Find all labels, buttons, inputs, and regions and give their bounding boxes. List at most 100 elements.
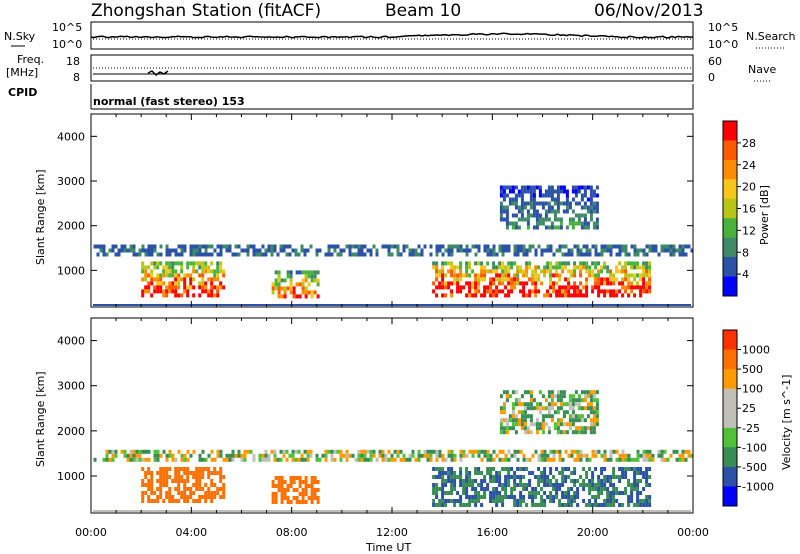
power-cell bbox=[168, 261, 172, 266]
power-cell bbox=[558, 248, 562, 253]
power-cell bbox=[513, 252, 517, 257]
power-cell bbox=[603, 244, 607, 249]
vel-cell bbox=[553, 426, 557, 431]
vel-cell bbox=[474, 491, 478, 495]
vel-cell bbox=[624, 475, 628, 479]
vel-cell bbox=[633, 487, 637, 491]
vel-cell bbox=[159, 475, 163, 479]
vel-cell bbox=[147, 449, 151, 454]
vel-cell bbox=[585, 457, 589, 462]
power-cell bbox=[198, 252, 202, 257]
power-cell bbox=[618, 252, 622, 257]
power-cell bbox=[556, 209, 560, 214]
power-cell bbox=[654, 244, 658, 249]
vel-cell bbox=[592, 398, 596, 403]
vel-cell bbox=[645, 471, 649, 475]
power-cell bbox=[645, 281, 649, 286]
vel-cell bbox=[541, 426, 545, 431]
power-cell bbox=[186, 273, 190, 278]
power-cell bbox=[565, 197, 569, 202]
power-cell bbox=[204, 252, 208, 257]
vel-cell bbox=[471, 483, 475, 487]
power-cell bbox=[159, 244, 163, 249]
vel-cell bbox=[147, 457, 151, 462]
velocity-colorbar-label: Velocity [m s^-1] bbox=[780, 375, 793, 470]
vel-cell bbox=[298, 476, 302, 480]
power-cell bbox=[534, 281, 538, 286]
power-cell bbox=[189, 285, 193, 290]
power-cell bbox=[505, 221, 509, 226]
power-cell bbox=[507, 289, 511, 294]
power-cell bbox=[228, 248, 232, 253]
vel-cell bbox=[471, 453, 475, 458]
power-cell bbox=[108, 248, 112, 253]
vel-cell bbox=[435, 453, 439, 458]
vel-cell bbox=[561, 495, 565, 499]
power-cell bbox=[186, 265, 190, 270]
vel-cell bbox=[520, 410, 524, 415]
vel-cell bbox=[570, 499, 574, 503]
power-cell bbox=[549, 265, 553, 270]
vel-cell bbox=[444, 483, 448, 487]
vel-cell bbox=[141, 483, 145, 487]
vel-cell bbox=[589, 422, 593, 427]
vel-cell bbox=[574, 426, 578, 431]
power-cell bbox=[165, 269, 169, 274]
power-cell bbox=[313, 290, 317, 295]
vel-cell bbox=[165, 491, 169, 495]
vel-cell bbox=[528, 471, 532, 475]
vel-cell bbox=[580, 418, 584, 423]
power-cell bbox=[330, 244, 334, 249]
vel-cell bbox=[289, 484, 293, 488]
vel-cell bbox=[606, 499, 610, 503]
vel-cell bbox=[546, 479, 550, 483]
power-cell bbox=[159, 261, 163, 266]
power-cell bbox=[565, 193, 569, 198]
vel-cell bbox=[507, 475, 511, 479]
power-cell bbox=[456, 285, 460, 290]
vel-cell bbox=[381, 449, 385, 454]
vel-cell bbox=[316, 496, 320, 500]
vel-region-2 bbox=[271, 476, 320, 504]
power-cell bbox=[624, 244, 628, 249]
power-cell bbox=[534, 273, 538, 278]
power-cell bbox=[550, 209, 554, 214]
power-cell bbox=[538, 221, 542, 226]
power-cell bbox=[526, 217, 530, 222]
power-cell bbox=[562, 201, 566, 206]
vel-cell bbox=[519, 467, 523, 471]
power-cell bbox=[636, 261, 640, 266]
power-cell bbox=[477, 289, 481, 294]
vel-cell bbox=[514, 418, 518, 423]
power-cell bbox=[576, 244, 580, 249]
vel-cell bbox=[523, 410, 527, 415]
power-cell bbox=[468, 273, 472, 278]
power-cell bbox=[219, 248, 223, 253]
vel-cell bbox=[286, 496, 290, 500]
power-cell bbox=[417, 252, 421, 257]
vel-cell bbox=[453, 475, 457, 479]
power-cell bbox=[417, 244, 421, 249]
vel-cell bbox=[502, 430, 506, 435]
vel-cell bbox=[519, 479, 523, 483]
power-cell bbox=[520, 217, 524, 222]
colorbar-swatch bbox=[723, 369, 737, 390]
vel-cell bbox=[186, 475, 190, 479]
power-cell bbox=[480, 273, 484, 278]
vel-cell bbox=[516, 449, 520, 454]
vel-cell bbox=[556, 410, 560, 415]
power-cell bbox=[492, 277, 496, 282]
vel-cell bbox=[630, 483, 634, 487]
vel-cell bbox=[207, 453, 211, 458]
power-cell bbox=[310, 278, 314, 283]
vel-cell bbox=[277, 484, 281, 488]
vel-cell bbox=[480, 449, 484, 454]
vel-cell bbox=[583, 430, 587, 435]
power-cell bbox=[295, 294, 299, 299]
power-cell bbox=[462, 273, 466, 278]
power-cell bbox=[532, 185, 536, 190]
vel-cell bbox=[519, 475, 523, 479]
vel-cell bbox=[198, 479, 202, 483]
power-cell bbox=[165, 248, 169, 253]
power-cell bbox=[559, 189, 563, 194]
